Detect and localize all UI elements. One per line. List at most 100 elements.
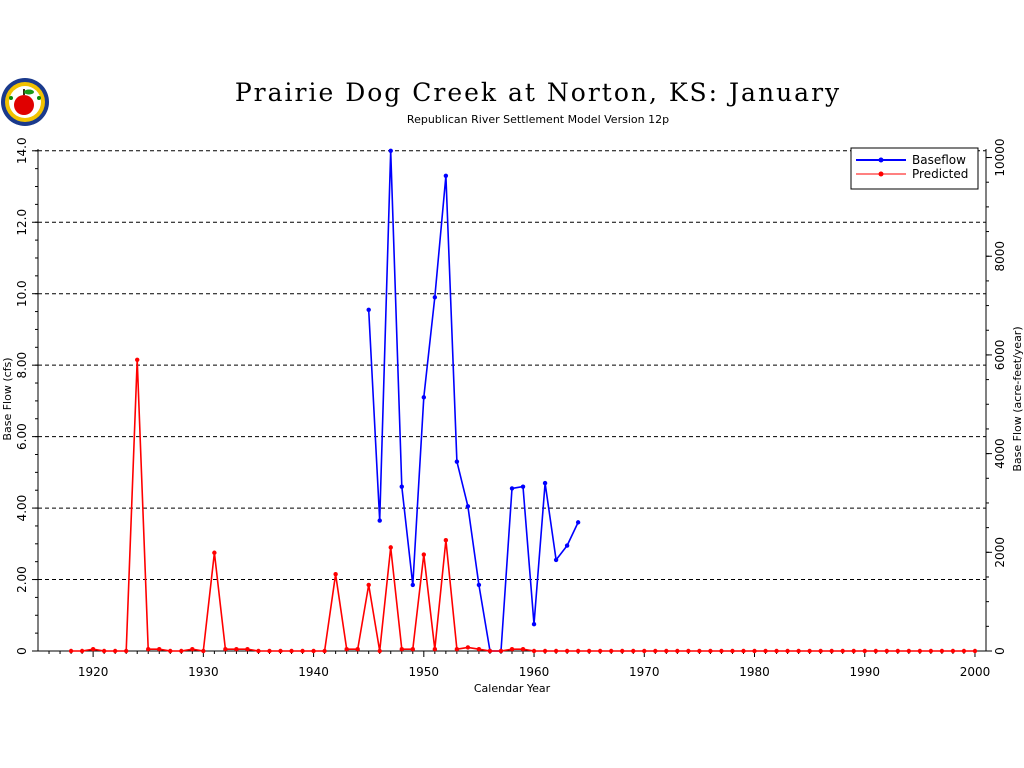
predicted-point [928, 648, 934, 654]
grid-lines [38, 150, 986, 581]
baseflow-point [553, 557, 559, 563]
predicted-point [785, 648, 790, 654]
predicted-point [873, 648, 878, 654]
predicted-point [135, 357, 140, 363]
predicted-point [443, 538, 449, 543]
predicted-point [146, 647, 151, 652]
predicted-point [664, 648, 669, 654]
predicted-point [586, 648, 592, 654]
y2-tick-label: 8000 [993, 241, 1007, 272]
y-tick-label: 14.0 [15, 137, 29, 164]
predicted-point [112, 648, 118, 654]
y2-tick-label: 10000 [993, 138, 1007, 176]
y-tick-label: 10.0 [15, 280, 29, 307]
predicted-point [939, 648, 945, 654]
y-axis-ticks: 0 2.00 4.00 6.00 8.00 10.0 12.0 14.0 [15, 137, 38, 655]
baseflow-point [520, 484, 526, 489]
x-axis-label: Calendar Year [474, 682, 551, 695]
baseflow-point [564, 543, 570, 548]
predicted-point [355, 647, 360, 652]
predicted-point [311, 648, 316, 654]
x-tick-label: 1930 [188, 665, 219, 679]
predicted-point [223, 647, 228, 652]
baseflow-line [367, 150, 579, 652]
predicted-point [432, 647, 438, 652]
legend-predicted-marker [878, 171, 884, 177]
y2-tick-label: 2000 [993, 537, 1007, 568]
legend-box [850, 147, 979, 190]
x-tick-label: 1960 [519, 665, 550, 679]
predicted-point [542, 648, 548, 654]
predicted-point [465, 645, 471, 650]
baseflow-point [476, 582, 482, 588]
legend-baseflow-label: Baseflow [912, 153, 966, 167]
predicted-point [906, 648, 912, 654]
predicted-point [807, 648, 812, 654]
predicted-point [818, 648, 823, 654]
predicted-point [575, 648, 581, 654]
predicted-point [90, 647, 96, 652]
predicted-point [972, 648, 978, 654]
x-tick-label: 1920 [78, 665, 109, 679]
predicted-point [564, 648, 570, 654]
predicted-point [201, 648, 206, 654]
baseflow-point [454, 459, 460, 464]
predicted-point [642, 648, 647, 654]
baseflow-point [443, 173, 449, 178]
predicted-point [256, 648, 261, 654]
predicted-point [774, 648, 779, 654]
x-axis-ticks: 1920 1930 1940 1950 1960 1970 1980 1990 2000 [48, 651, 991, 679]
y-tick-label: 8.00 [15, 352, 29, 379]
y2-axis-label: Base Flow (acre-feet/year) [1011, 326, 1024, 471]
predicted-point [322, 648, 327, 654]
legend-baseflow-marker [878, 157, 884, 163]
predicted-point [686, 648, 691, 654]
predicted-point [520, 647, 526, 652]
baseflow-point [542, 480, 548, 486]
baseflow-point [410, 582, 415, 588]
predicted-point [509, 647, 515, 652]
predicted-point [763, 648, 768, 654]
y2-axis-ticks: 0 2000 4000 6000 8000 10000 [986, 138, 1007, 655]
predicted-point [212, 550, 217, 555]
predicted-point [851, 648, 856, 654]
baseflow-point [388, 148, 393, 153]
predicted-point [531, 648, 537, 654]
predicted-line [71, 358, 975, 652]
predicted-point [917, 648, 923, 654]
predicted-point [410, 647, 415, 652]
predicted-point [245, 647, 250, 652]
x-tick-label: 1980 [739, 665, 770, 679]
predicted-point [123, 648, 129, 654]
predicted-point [829, 648, 834, 654]
predicted-point [487, 648, 493, 654]
predicted-point [289, 648, 294, 654]
predicted-point [399, 647, 404, 652]
predicted-point [862, 648, 867, 654]
y2-tick-label: 0 [993, 647, 1007, 655]
x-tick-label: 1990 [849, 665, 880, 679]
x-tick-label: 2000 [960, 665, 991, 679]
predicted-point [498, 648, 504, 654]
baseflow-point [432, 295, 438, 300]
series-layer [68, 148, 978, 654]
legend-predicted-label: Predicted [912, 167, 968, 181]
y-tick-label: 0 [15, 647, 29, 655]
x-tick-label: 1970 [629, 665, 660, 679]
baseflow-point [366, 307, 371, 312]
chart-title: Prairie Dog Creek at Norton, KS: January [235, 78, 841, 107]
predicted-point [884, 648, 889, 654]
predicted-point [697, 648, 702, 654]
baseflow-point [465, 504, 471, 509]
predicted-point [631, 648, 636, 654]
baseflow-point [399, 484, 404, 489]
predicted-point [234, 647, 239, 652]
x-tick-label: 1940 [298, 665, 329, 679]
predicted-point [421, 552, 427, 557]
predicted-point [179, 648, 184, 654]
predicted-point [609, 648, 614, 654]
predicted-point [190, 647, 195, 652]
predicted-point [741, 648, 746, 654]
x-tick-label: 1950 [409, 665, 440, 679]
